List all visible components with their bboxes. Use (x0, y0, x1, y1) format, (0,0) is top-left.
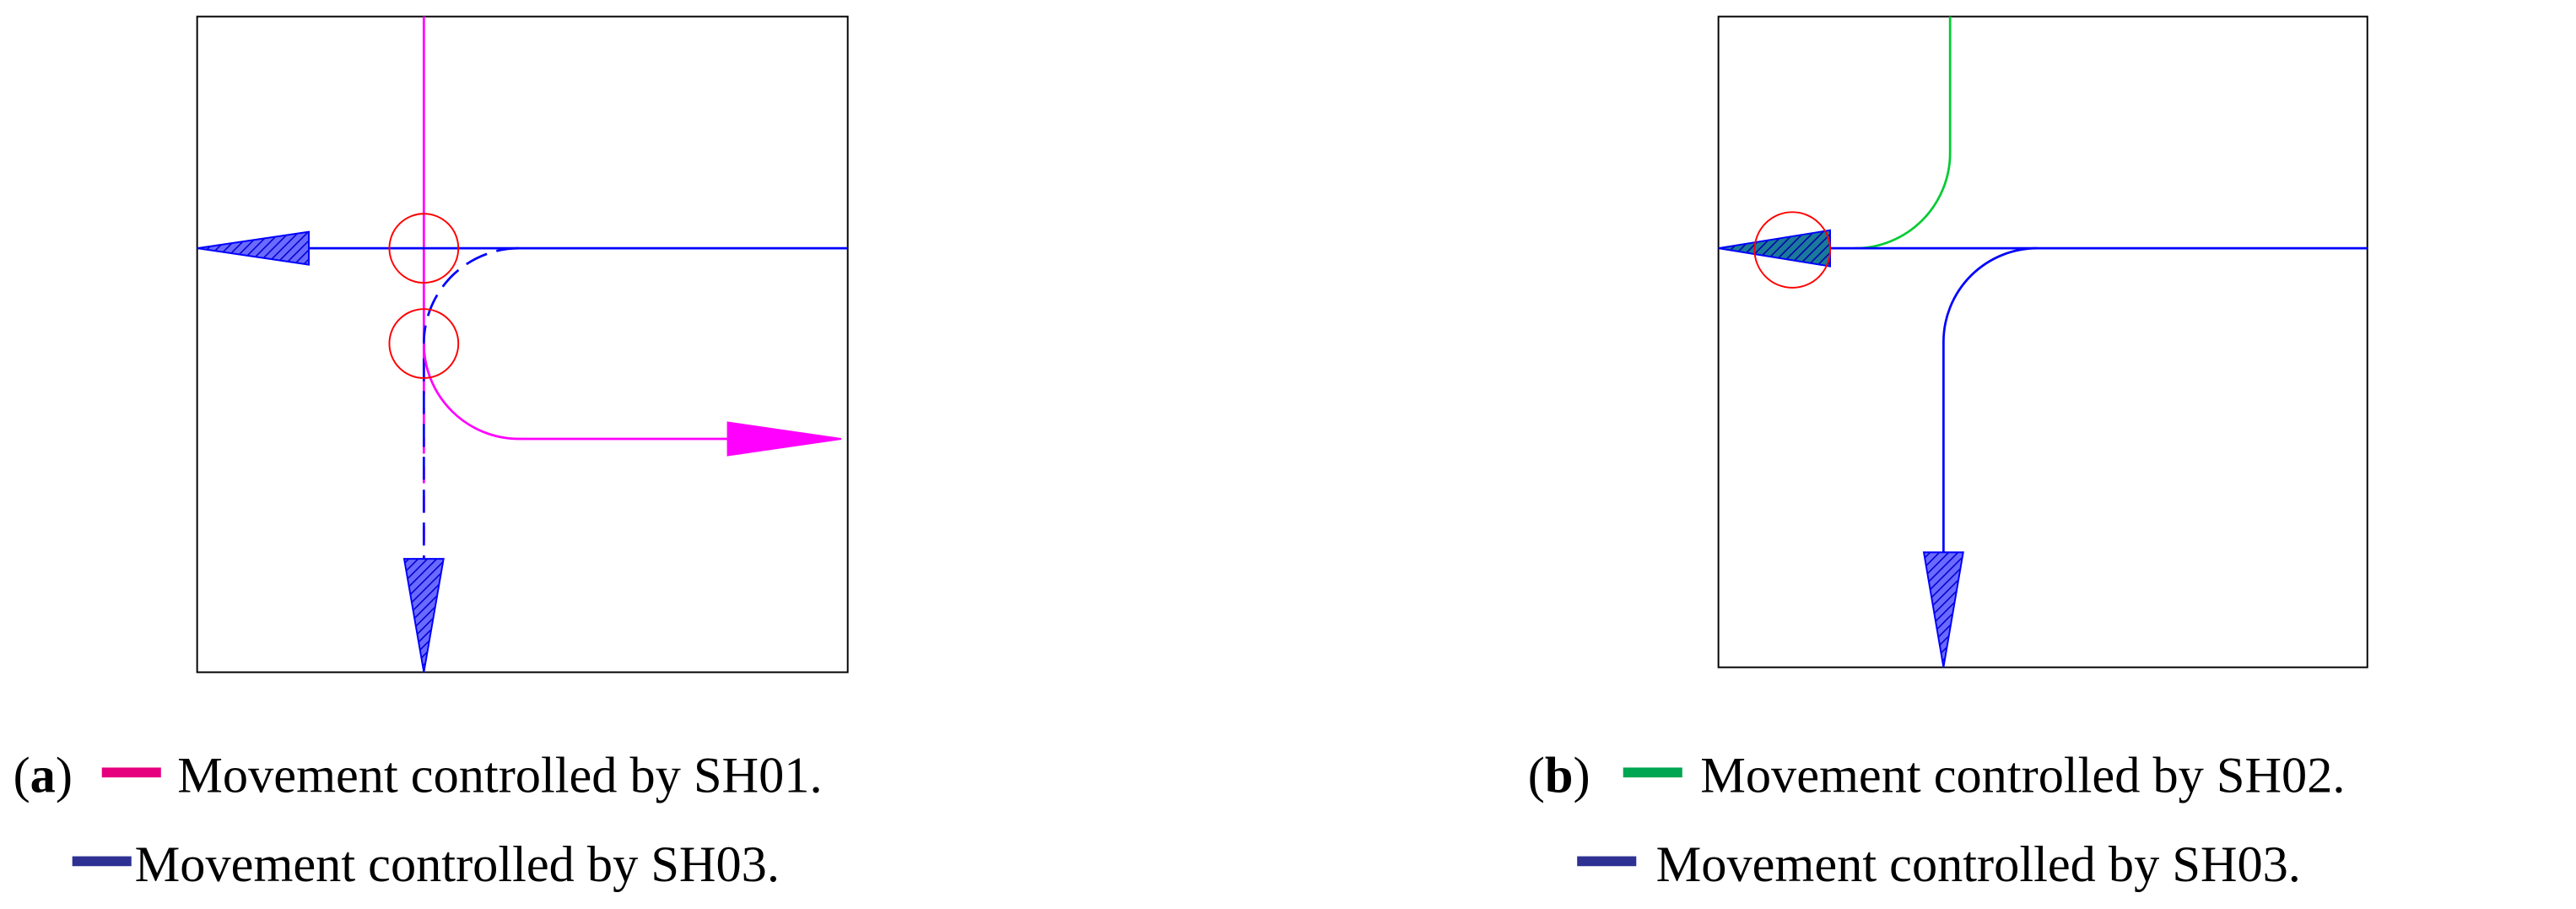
conflict-circle (388, 308, 460, 379)
label-letter: b (1545, 748, 1574, 804)
arrowhead (726, 421, 842, 457)
path-sh03 (1942, 246, 2038, 553)
legend-text: Movement controlled by SH01. (177, 748, 822, 804)
legend-swatch (101, 767, 161, 778)
legend-swatch (1577, 856, 1637, 867)
panel-label: (b) (1528, 748, 1590, 804)
conflict-circle (388, 213, 460, 284)
paren: ( (14, 748, 30, 804)
path-sh02 (1855, 16, 1952, 250)
frame (1717, 15, 2368, 668)
arrowhead (1718, 229, 1832, 268)
legend-swatch (1623, 767, 1682, 778)
paren: ) (56, 748, 73, 804)
panel-b-diagram (1717, 15, 2368, 668)
label-letter: a (30, 748, 56, 804)
arrowhead (197, 230, 311, 266)
panel-a-diagram (196, 15, 849, 674)
paren: ) (1573, 748, 1590, 804)
legend-swatch (72, 856, 132, 867)
path-sh03 (422, 246, 520, 560)
frame (196, 15, 849, 674)
arrowhead (402, 558, 445, 673)
path-sh01 (422, 344, 728, 441)
legend-text: Movement controlled by SH02. (1700, 748, 2345, 804)
legend-text: Movement controlled by SH03. (1656, 836, 2301, 893)
paren: ( (1528, 748, 1545, 804)
conflict-circle (1753, 211, 1832, 289)
legend-text: Movement controlled by SH03. (135, 836, 780, 893)
arrowhead (1922, 551, 1964, 668)
panel-label: (a) (14, 748, 73, 804)
